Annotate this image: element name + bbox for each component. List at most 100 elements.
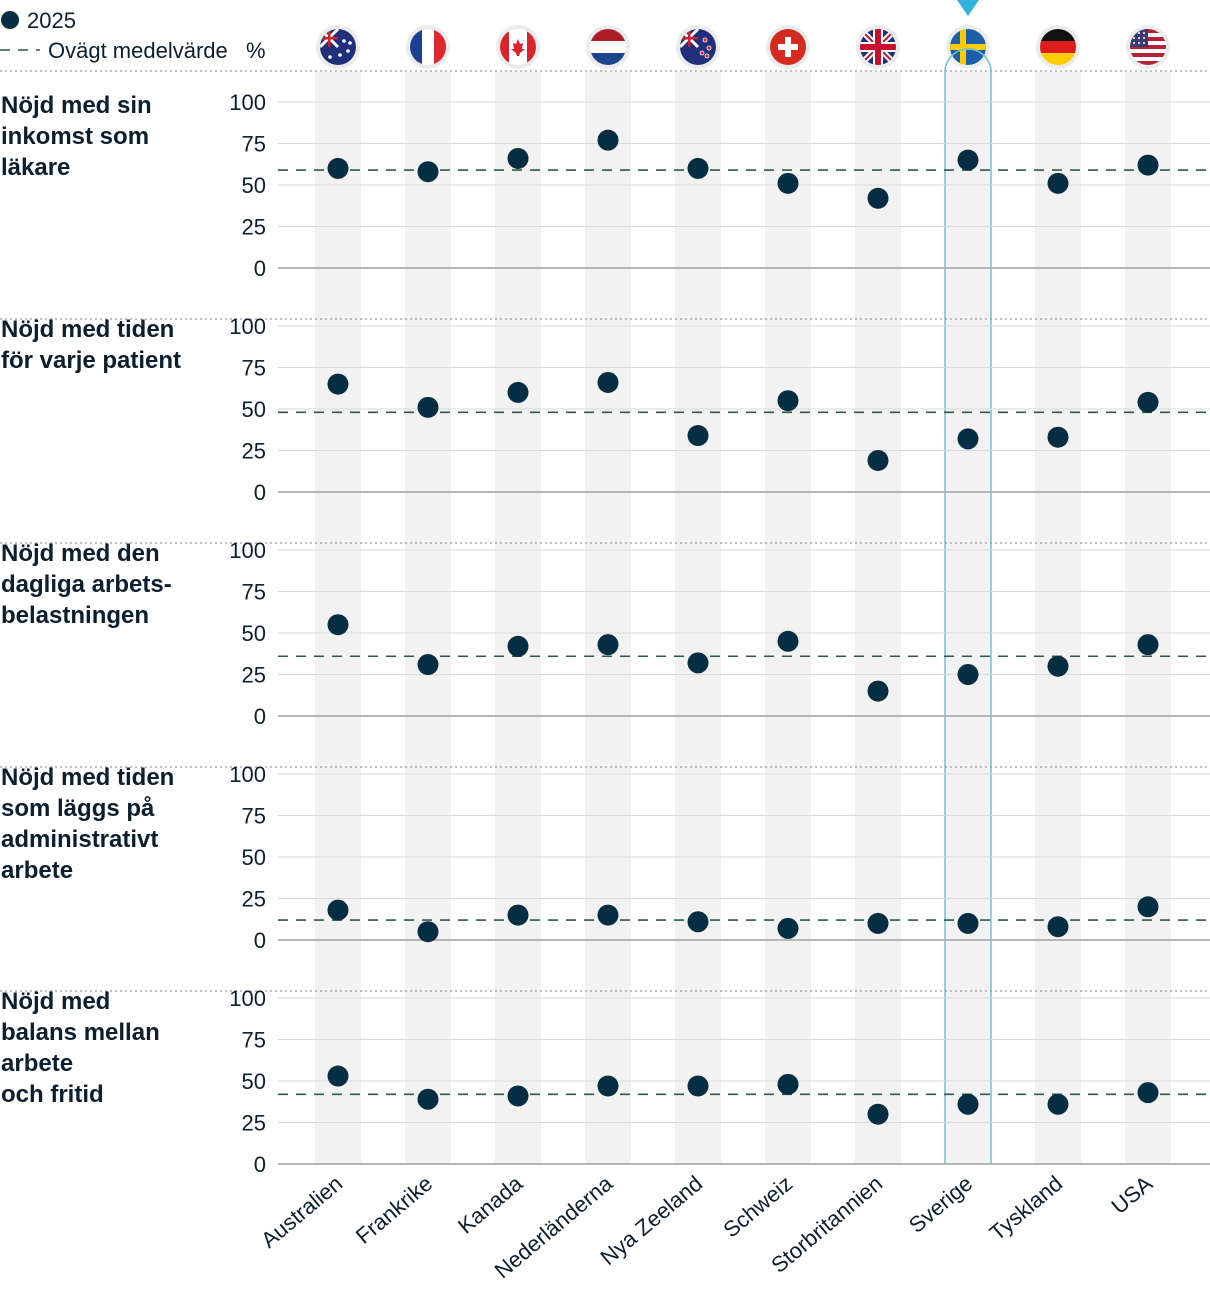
y-tick-label: 50 [242, 397, 266, 422]
dot-sverige [957, 149, 979, 171]
dot-australien [327, 614, 349, 636]
sweden-flag-icon [946, 25, 990, 69]
y-tick-label: 75 [242, 356, 266, 381]
band-storbritannien [855, 72, 901, 1165]
dot-sverige [957, 664, 979, 685]
dot-kanada [507, 904, 529, 926]
flag-face [1040, 29, 1076, 65]
x-axis-labels: Australien Frankrike KanadaNederländernaNy… [256, 1170, 1157, 1283]
y-tick-label: 25 [242, 439, 266, 464]
y-tick-label: 75 [242, 804, 266, 829]
uk-flag-icon [856, 25, 900, 69]
row-title-line: och fritid [1, 1081, 104, 1108]
y-tick-label: 75 [242, 132, 266, 157]
highlight-column [944, 0, 992, 1165]
flag-star [346, 49, 350, 53]
germany-flag-icon [1036, 25, 1080, 69]
row-2: 0 25 50 75 100 Nöjd med tiden för varje patien… [0, 314, 1210, 505]
dot-sverige [957, 912, 979, 934]
dot-kanada [507, 147, 529, 169]
dot-usa [1137, 634, 1159, 656]
flag-face [410, 29, 446, 65]
flag-face [860, 29, 896, 65]
row-title-line: balans mellan [1, 1019, 160, 1046]
y-tick-label: 0 [254, 1152, 266, 1177]
x-label-tyskland: Tyskland [985, 1171, 1068, 1246]
x-label-frankrike: Frankrike [351, 1171, 437, 1249]
flag-stripe [1130, 53, 1166, 57]
flag-part [1040, 41, 1076, 53]
x-label-australien: Australien [256, 1171, 347, 1253]
flag-part [590, 53, 626, 65]
dot-tyskland [1047, 172, 1069, 194]
new-zealand-flag-icon [676, 25, 720, 69]
row-title-line: för varje patient [1, 347, 181, 374]
flag-part [590, 29, 626, 41]
y-tick-label: 100 [229, 314, 266, 339]
dot-tyskland [1047, 1093, 1069, 1115]
dot-frankrike [417, 921, 439, 943]
row-title-line: som läggs på [1, 795, 155, 822]
netherlands-flag-icon [586, 25, 630, 69]
dot-nederlanderna [597, 904, 619, 926]
usa-flag-icon [1126, 25, 1170, 69]
dot-schweiz [777, 172, 799, 194]
dot-nya-zeeland [687, 911, 709, 933]
row-title-line: belastningen [1, 602, 149, 629]
row-title-line: Nöjd med sin [1, 92, 152, 119]
flag-star [699, 50, 705, 56]
y-tick-label: 25 [242, 1111, 266, 1136]
legend-average-label: Ovägt medelvärde [48, 38, 228, 63]
row-3: 0 25 50 75 100 Nöjd med den dagliga arbets-bel… [0, 538, 1210, 729]
flag-part [410, 29, 422, 65]
band-usa [1125, 72, 1171, 1165]
canada-flag-icon [496, 25, 540, 69]
dot-tyskland [1047, 916, 1069, 938]
dot-tyskland [1047, 426, 1069, 448]
dot-nya-zeeland [687, 157, 709, 179]
flag-star [348, 41, 352, 45]
highlight-arrow-icon [957, 0, 979, 16]
band-kanada [495, 72, 541, 1165]
flag-part [860, 44, 896, 50]
y-tick-label: 100 [229, 986, 266, 1011]
flag-face [770, 29, 806, 65]
dot-australien [327, 157, 349, 179]
dot-frankrike [417, 161, 439, 183]
dot-usa [1137, 391, 1159, 413]
y-tick-label: 50 [242, 621, 266, 646]
y-tick-label: 25 [242, 887, 266, 912]
row-title-line: Nöjd med den [1, 540, 160, 567]
flag-part [950, 44, 986, 50]
flag-face [590, 29, 626, 65]
flag-part [320, 37, 338, 40]
flag-part [527, 29, 536, 65]
flag-star [1138, 37, 1140, 39]
flag-part [778, 44, 798, 50]
flag-star [342, 39, 346, 43]
band-nederlanderna [585, 72, 631, 1165]
y-tick-label: 0 [254, 480, 266, 505]
dot-schweiz [777, 1073, 799, 1095]
dot-schweiz [777, 390, 799, 412]
band-frankrike [405, 72, 451, 1165]
dot-usa [1137, 154, 1159, 176]
country-bands [315, 72, 1171, 1165]
row-title-line: arbete [1, 1050, 73, 1077]
row-title-line: Nöjd med [1, 988, 110, 1015]
dot-nya-zeeland [687, 1075, 709, 1097]
row-4: 0 25 50 75 100 Nöjd med tiden som läggs på admi… [0, 762, 1210, 953]
flag-star [328, 55, 332, 59]
dot-kanada [507, 635, 529, 657]
band-schweiz [765, 72, 811, 1165]
dot-usa [1137, 896, 1159, 918]
dot-usa [1137, 1082, 1159, 1104]
y-tick-label: 50 [242, 845, 266, 870]
flag-stripe [1130, 57, 1166, 61]
dot-kanada [507, 381, 529, 403]
dot-sverige [957, 1093, 979, 1115]
highlight-arc [944, 48, 992, 73]
y-tick-label: 100 [229, 762, 266, 787]
country-flags [316, 25, 1170, 69]
